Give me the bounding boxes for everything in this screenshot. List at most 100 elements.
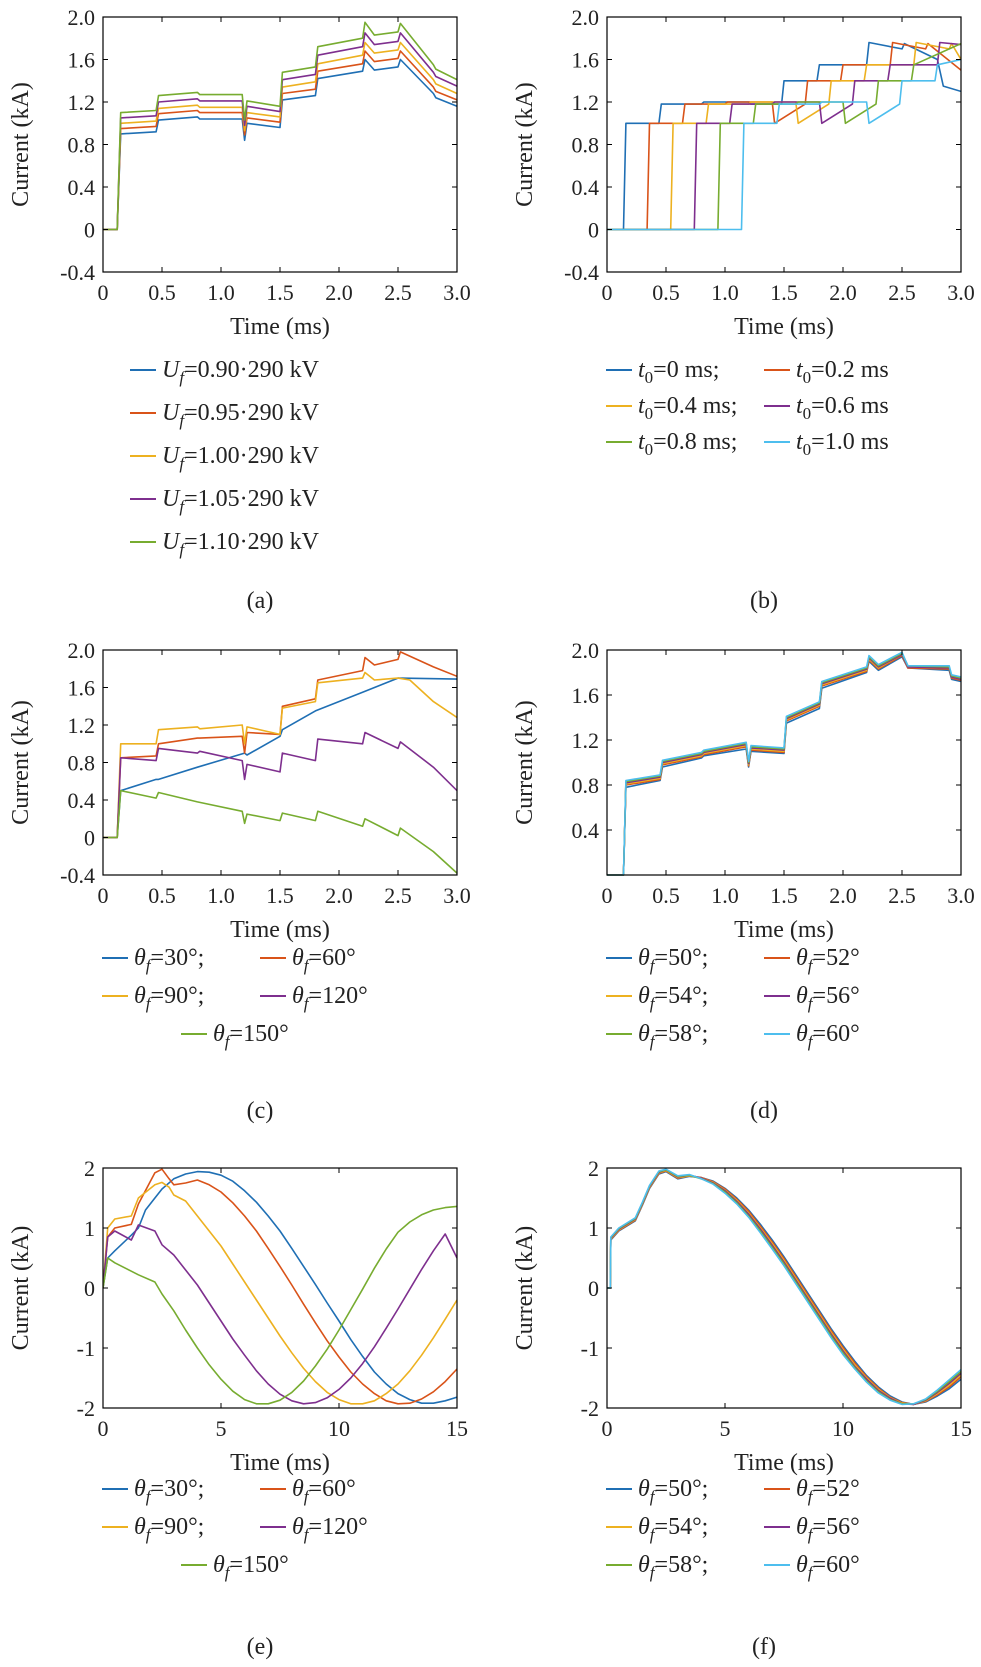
y-tick-label: 1.6 — [572, 683, 600, 708]
y-tick-label: 0 — [588, 1276, 599, 1301]
x-tick-label: 1.5 — [770, 280, 798, 305]
legend-entry: Uf=1.10·290 kV — [162, 529, 320, 559]
x-tick-label: 2.5 — [384, 883, 412, 908]
legend-entry: t0=0.6 ms — [796, 393, 889, 423]
legend-entry: θf=52° — [796, 945, 860, 975]
series-line-a-1 — [103, 50, 457, 231]
y-tick-label: -0.4 — [60, 260, 95, 285]
x-tick-label: 0 — [602, 1416, 613, 1441]
chart-panel-e: 0 5 10 15 -2 -1 0 1 2 Time (ms) Current (kA) θf=30°… — [8, 1156, 468, 1660]
x-tick-label: 3.0 — [947, 280, 975, 305]
x-tick-label: 3.0 — [443, 883, 471, 908]
series-line-f-3 — [607, 1169, 961, 1406]
x-tick-label: 2.0 — [325, 280, 353, 305]
axes-box — [102, 1167, 458, 1409]
series-line-d-1 — [607, 654, 961, 876]
x-axis-label: Time (ms) — [734, 314, 834, 340]
y-tick-label: 0.4 — [68, 788, 96, 813]
y-tick-label: 1.6 — [68, 676, 96, 701]
y-axis-label: Current (kA) — [512, 1226, 538, 1351]
legend-entry: θf=120° — [292, 1514, 368, 1544]
x-tick-label: 5 — [720, 1416, 731, 1441]
legend: Uf=0.90·290 kV Uf=0.95·290 kV Uf=1.00·290 … — [130, 357, 320, 559]
x-axis-label: Time (ms) — [230, 1450, 330, 1476]
legend-entry: Uf=0.95·290 kV — [162, 400, 320, 430]
series-line-d-4 — [607, 652, 961, 876]
y-tick-label: 0 — [84, 1276, 95, 1301]
x-tick-label: 2.0 — [829, 883, 857, 908]
legend: θf=30°; θf=60° θf=90°; θf=120°θf=150° — [102, 945, 368, 1051]
legend-entry: t0=0 ms; — [638, 357, 719, 387]
legend-entry: Uf=1.00·290 kV — [162, 443, 320, 473]
series-line-c-4 — [103, 789, 457, 874]
y-tick-label: 1.6 — [68, 48, 96, 73]
legend-entry: θf=30°; — [134, 1476, 204, 1506]
chart-panel-b: 0 0.5 1.0 1.5 2.0 2.5 3.0-0.400.40.81.21.62.0T… — [512, 5, 975, 614]
series-line-a-4 — [103, 21, 457, 231]
x-axis-label: Time (ms) — [734, 1450, 834, 1476]
y-axis-label: Current (kA) — [512, 82, 538, 207]
axes-box — [606, 16, 962, 273]
chart-panel-a: 0 0.5 1.0 1.5 2.0 2.5 3.0-0.400.40.81.21.62.0T… — [8, 5, 471, 614]
y-tick-label: 0 — [588, 218, 599, 243]
legend-entry: θf=58°; — [638, 1552, 708, 1582]
y-tick-label: 2 — [588, 1156, 599, 1181]
chart-panel-f: 0 5 10 15 -2 -1 0 1 2 Time (ms) Current (kA) θf=50°… — [512, 1156, 972, 1660]
chart-panel-d: 0 0.5 1.0 1.5 2.0 2.5 3.0 0.4 0.8 1.2 1.6 2.0 Time (… — [512, 638, 975, 1124]
y-axis-label: Current (kA) — [8, 1226, 34, 1351]
x-tick-label: 1.5 — [266, 883, 294, 908]
legend-entry: θf=60° — [796, 1021, 860, 1051]
y-tick-label: 0 — [84, 218, 95, 243]
legend-entry: θf=54°; — [638, 1514, 708, 1544]
legend-entry: θf=50°; — [638, 945, 708, 975]
x-tick-label: 1.0 — [207, 280, 235, 305]
x-tick-label: 0.5 — [652, 280, 680, 305]
series-line-d-5 — [607, 651, 961, 876]
series-line-d-3 — [607, 653, 961, 876]
legend-entry: t0=1.0 ms — [796, 429, 889, 459]
y-tick-label: 0.4 — [68, 175, 96, 200]
legend-entry: θf=90°; — [134, 1514, 204, 1544]
panel-label: (d) — [750, 1098, 778, 1124]
x-tick-label: 0 — [98, 280, 109, 305]
panel-label: (a) — [247, 588, 274, 614]
y-tick-label: -1 — [77, 1336, 95, 1361]
legend-entry: θf=60° — [292, 1476, 356, 1506]
series-line-e-2 — [103, 1181, 457, 1405]
x-axis-label: Time (ms) — [230, 314, 330, 340]
x-tick-label: 0 — [602, 883, 613, 908]
series-line-f-1 — [607, 1170, 961, 1406]
y-tick-label: 1.2 — [68, 90, 96, 115]
y-tick-label: -0.4 — [60, 863, 95, 888]
x-tick-label: 15 — [950, 1416, 972, 1441]
x-tick-label: 1.0 — [711, 883, 739, 908]
x-tick-label: 1.5 — [266, 280, 294, 305]
y-tick-label: 1 — [84, 1216, 95, 1241]
series-line-b-3 — [607, 41, 961, 231]
legend-entry: θf=60° — [292, 945, 356, 975]
y-tick-label: 2.0 — [68, 638, 96, 663]
axes-box — [606, 649, 962, 876]
y-tick-label: -2 — [581, 1396, 599, 1421]
legend: θf=50°; θf=52° θf=54°; θf=56° θf=58°; θf=60° — [606, 945, 860, 1051]
legend-entry: θf=52° — [796, 1476, 860, 1506]
x-tick-label: 5 — [216, 1416, 227, 1441]
series-line-c-2 — [103, 671, 457, 839]
x-tick-label: 3.0 — [947, 883, 975, 908]
x-tick-label: 1.0 — [711, 280, 739, 305]
legend-entry: θf=56° — [796, 983, 860, 1013]
y-tick-label: 0.4 — [572, 818, 600, 843]
legend-entry: θf=54°; — [638, 983, 708, 1013]
y-tick-label: 1.6 — [572, 48, 600, 73]
panel-label: (f) — [752, 1634, 776, 1660]
series-line-f-0 — [607, 1170, 961, 1406]
x-tick-label: 0 — [98, 883, 109, 908]
y-tick-label: -2 — [77, 1396, 95, 1421]
legend-entry: θf=58°; — [638, 1021, 708, 1051]
series-line-b-4 — [607, 42, 961, 231]
panel-label: (b) — [750, 588, 778, 614]
axes-box — [102, 649, 458, 876]
legend-entry: θf=90°; — [134, 983, 204, 1013]
series-line-e-4 — [103, 1205, 457, 1405]
